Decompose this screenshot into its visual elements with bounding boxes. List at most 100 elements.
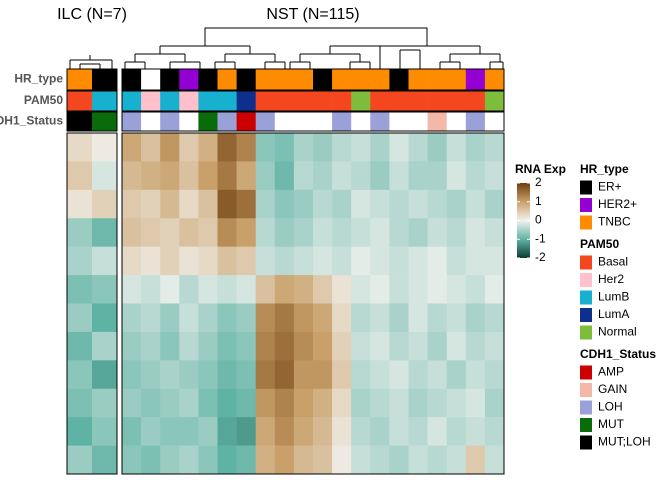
annotation-cell [313,69,333,90]
colorbar [517,183,530,258]
heatmap-cell [179,445,199,475]
heatmap-cell [293,218,314,247]
annotation-border [66,90,118,112]
heatmap-cell [198,161,218,191]
heatmap-cell [313,161,333,191]
heatmap-cell [274,246,295,276]
heatmap-cell [313,360,333,390]
heatmap-cell [67,161,93,191]
heatmap-cell [141,360,161,390]
heatmap-cell [446,218,467,247]
heatmap-cell [332,218,352,247]
heatmap-cell [313,218,333,247]
heatmap-cell [293,189,314,219]
annotation-cell [465,91,486,111]
heatmap-cell [389,417,409,446]
heatmap-cell [236,218,256,247]
heatmap-cell [389,133,409,162]
heatmap-cell [427,133,447,162]
heatmap-cell [92,275,118,304]
heatmap-cell [274,303,295,333]
heatmap-cell [293,331,314,361]
heatmap-cell [465,388,486,418]
annotation-cell [92,91,118,111]
heatmap-cell [465,189,486,219]
heatmap-cell [389,218,409,247]
legend-swatch [580,215,592,230]
heatmap-cell [332,189,352,219]
heatmap-cell [198,246,218,276]
heatmap-cell [446,275,467,304]
heatmap-cell [179,417,199,446]
heatmap-cell [351,417,371,446]
heatmap-cell [160,133,180,162]
heatmap-cell [293,246,314,276]
annotation-cell [141,69,161,90]
heatmap-cell [332,246,352,276]
heatmap-cell [274,161,295,191]
heatmap-cell [370,218,390,247]
heatmap-cell [236,246,256,276]
heatmap-cell [370,133,390,162]
heatmap-cell [217,445,237,475]
heatmap-cell [67,360,93,390]
heatmap-cell [332,388,352,418]
annotation-cell [351,112,371,131]
heatmap-cell [198,331,218,361]
annotation-cell [255,112,276,131]
heatmap-cell [351,133,371,162]
annotation-cell [179,91,199,111]
heatmap-cell [389,303,409,333]
heatmap-cell [67,417,93,446]
heatmap-cell [313,133,333,162]
heatmap-cell [446,445,467,475]
heatmap-cell [122,246,142,276]
heatmap-cell [389,246,409,276]
heatmap-cell [141,388,161,418]
panel-title: ILC (N=7) [57,6,127,23]
heatmap-cell [408,133,428,162]
heatmap-cell [389,189,409,219]
heatmap-cell [484,360,505,390]
heatmap-cell [389,445,409,475]
annotation-cell [427,69,447,90]
heatmap-cell [255,275,276,304]
annotation-cell [313,91,333,111]
panel-title: NST (N=115) [266,6,359,23]
heatmap-cell [465,275,486,304]
heatmap-cell [160,360,180,390]
heatmap-cell [332,275,352,304]
heatmap-cell [255,246,276,276]
annotation-cell [160,69,180,90]
heatmap-cell [255,161,276,191]
legend-label: LumB [598,290,629,304]
heatmap-cell [370,161,390,191]
heatmap-cell [389,161,409,191]
annotation-cell [484,69,505,90]
colorbar-tick-label: 0 [535,213,542,227]
heatmap-cell [141,417,161,446]
heatmap-cell [370,246,390,276]
heatmap-cell [217,133,237,162]
heatmap-cell [255,133,276,162]
heatmap-cell [351,189,371,219]
heatmap-cell [236,445,256,475]
heatmap-cell [217,360,237,390]
heatmap-cell [370,417,390,446]
heatmap-cell [274,417,295,446]
legend-label: Normal [598,325,637,339]
heatmap-cell [465,360,486,390]
heatmap-cell [484,133,505,162]
annotation-border [121,90,505,112]
heatmap-cell [217,303,237,333]
heatmap-cell [484,445,505,475]
heatmap-cell [255,189,276,219]
heatmap-cell [370,388,390,418]
heatmap-cell [67,303,93,333]
heatmap-cell [389,331,409,361]
annotation-border [66,68,118,91]
annotation-cell [408,69,428,90]
annotation-cell [389,69,409,90]
heatmap-cell [67,388,93,418]
heatmap-cell [217,218,237,247]
